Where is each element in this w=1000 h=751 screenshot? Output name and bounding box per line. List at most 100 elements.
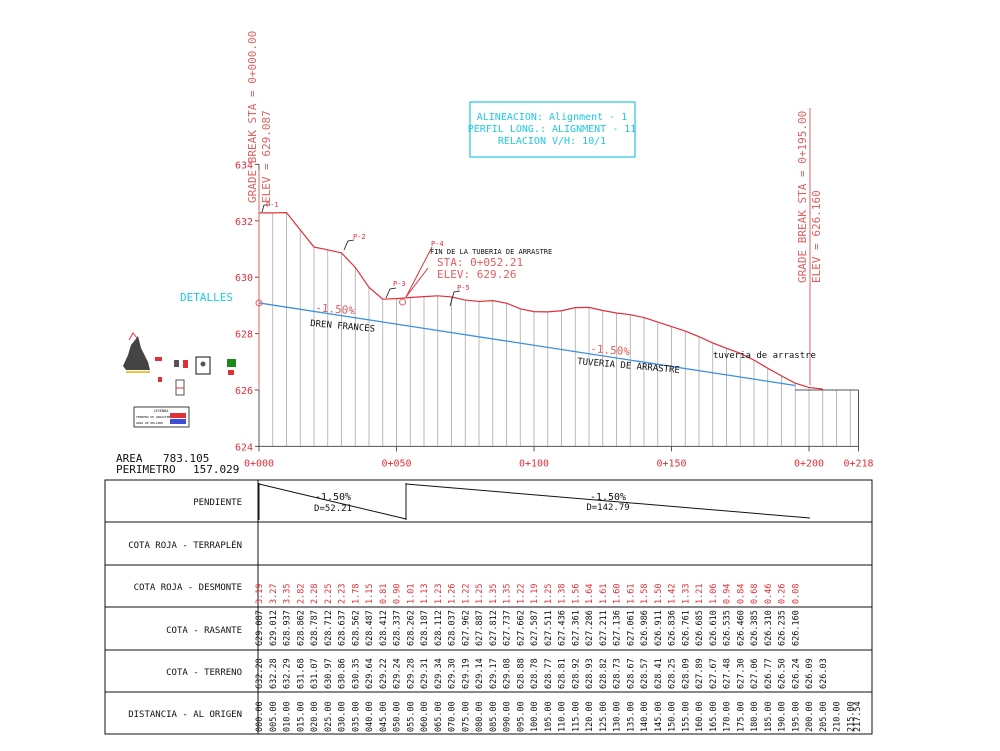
series	[255, 212, 823, 390]
rasante-value: 626.761	[681, 610, 691, 646]
desmonte-value: 1.26	[448, 584, 458, 604]
pendiente-1-d: D=52.21	[314, 504, 352, 514]
distancia-value: 210.00	[833, 701, 843, 732]
row-header-terraplen: COTA ROJA - TERRAPLÉN	[128, 539, 242, 551]
distancia-value: 090.00	[503, 701, 513, 732]
terreno-value: 631.68	[296, 658, 306, 689]
rasante-value: 627.136	[613, 610, 623, 646]
desmonte-value: 1.25	[544, 584, 554, 604]
distancia-value: 195.00	[791, 701, 801, 732]
terreno-value: 629.24	[393, 658, 403, 689]
distancia-value: 215.00	[846, 701, 856, 732]
desmonte-value: 3.27	[269, 584, 279, 604]
distancia-value: 155.00	[681, 701, 691, 732]
point-label: P-1	[266, 201, 279, 209]
desmonte-value: 1.60	[613, 584, 623, 604]
x-tick-label: 0+150	[656, 458, 686, 469]
desmonte-value: 1.78	[351, 584, 361, 604]
perimetro-value: 157.029	[193, 463, 239, 476]
desmonte-value: 0.81	[379, 584, 389, 604]
terreno-value: 626.24	[791, 658, 801, 689]
rasante-value: 626.836	[668, 610, 678, 646]
slope-label-2: -1.50%	[590, 342, 631, 358]
terreno-value: 629.08	[503, 658, 513, 689]
rasante-value: 627.211	[599, 610, 609, 646]
detalles-label: DETALLES	[180, 291, 233, 304]
row-header-terreno: COTA - TERRENO	[166, 668, 242, 678]
terrain-line	[259, 212, 823, 390]
detail-sketches	[123, 332, 236, 396]
pipe-end-title: FIN DE LA TUBERIA DE ARRASTRE	[430, 248, 552, 256]
distancia-value: 095.00	[516, 701, 526, 732]
desmonte-value: 0.94	[723, 584, 733, 604]
x-tick-label: 0+000	[244, 458, 274, 469]
legend-title: LEYENDA	[154, 409, 170, 413]
desmonte-value: 1.61	[599, 584, 609, 604]
grade-break-right-elev: ELEV = 626.160	[810, 190, 823, 283]
station-grid	[258, 212, 851, 447]
point-label: P-2	[353, 233, 366, 241]
desmonte-value: 1.23	[434, 584, 444, 604]
distancia-value: 217.54	[853, 701, 863, 732]
rasante-value: 627.511	[544, 610, 554, 646]
desmonte-value: 1.22	[516, 584, 526, 604]
desmonte-value: 1.58	[640, 584, 650, 604]
distancia-value: 085.00	[489, 701, 499, 732]
distancia-value: 045.00	[379, 701, 389, 732]
distancia-value: 060.00	[420, 701, 430, 732]
desmonte-value: 1.35	[489, 584, 499, 604]
terreno-value: 629.17	[489, 658, 499, 689]
distancia-value: 170.00	[723, 701, 733, 732]
rasante-value: 628.112	[434, 610, 444, 646]
rasante-value: 628.187	[420, 610, 430, 646]
data-table: PENDIENTE COTA ROJA - TERRAPLÉN COTA ROJ…	[104, 479, 873, 735]
terreno-value: 632.29	[283, 658, 293, 689]
rasante-value: 626.986	[640, 610, 650, 646]
point-label: P-4	[431, 240, 444, 248]
distancia-value: 105.00	[544, 701, 554, 732]
terreno-value: 628.92	[571, 658, 581, 689]
terreno-value: 627.06	[750, 658, 760, 689]
pendiente-2: -1.50%	[590, 492, 626, 503]
distancia-value: 175.00	[736, 701, 746, 732]
desmonte-value: 1.21	[695, 584, 705, 604]
terreno-value: 629.28	[406, 658, 416, 689]
x-tick-label: 0+100	[519, 458, 549, 469]
desmonte-value: 1.61	[626, 584, 636, 604]
y-tick-label: 632	[235, 217, 253, 228]
distancia-value: 080.00	[475, 701, 485, 732]
terreno-value: 626.50	[778, 658, 788, 689]
desmonte-value: 1.13	[420, 584, 430, 604]
terreno-value: 628.67	[626, 658, 636, 689]
desmonte-value: 2.25	[324, 584, 334, 604]
distancia-value: 070.00	[448, 701, 458, 732]
distancia-value: 200.00	[805, 701, 815, 732]
x-tick-label: 0+050	[381, 458, 411, 469]
rasante-value: 627.887	[475, 610, 485, 646]
distancia-value: 100.00	[530, 701, 540, 732]
distancia-value: 135.00	[626, 701, 636, 732]
distancia-value: 030.00	[338, 701, 348, 732]
rasante-value: 626.160	[791, 610, 801, 646]
distancia-value: 115.00	[571, 701, 581, 732]
legend-row2: AREA DE RELLENO	[136, 421, 163, 425]
y-tick-label: 628	[235, 330, 253, 341]
table-values: 3.19 3.27 3.35 2.82 2.28 2.25 2.23 1.78 1.15 0.81…	[255, 584, 863, 732]
terreno-value: 626.03	[819, 658, 829, 689]
terreno-value: 629.19	[461, 658, 471, 689]
terreno-value: 629.30	[448, 658, 458, 689]
alignment-line1: ALINEACION: Alignment - 1	[477, 112, 628, 123]
axes: 624 626 628 630 632 634 0+000 0+050 0+100 0+150 0+…	[235, 160, 874, 469]
rasante-value: 628.562	[351, 610, 361, 646]
desmonte-value: 0.84	[736, 584, 746, 604]
distancia-value: 110.00	[558, 701, 568, 732]
rasante-value: 627.061	[626, 610, 636, 646]
desmonte-value: 2.28	[310, 584, 320, 604]
terreno-value: 626.77	[764, 658, 774, 689]
distancia-value: 025.00	[324, 701, 334, 732]
distancia-value: 140.00	[640, 701, 650, 732]
distancia-value: 040.00	[365, 701, 375, 732]
terreno-value: 629.34	[434, 658, 444, 689]
legend: LEYENDA TERRENO DE ARRASTRE AREA DE RELL…	[133, 406, 190, 428]
rasante-value: 628.262	[406, 610, 416, 646]
